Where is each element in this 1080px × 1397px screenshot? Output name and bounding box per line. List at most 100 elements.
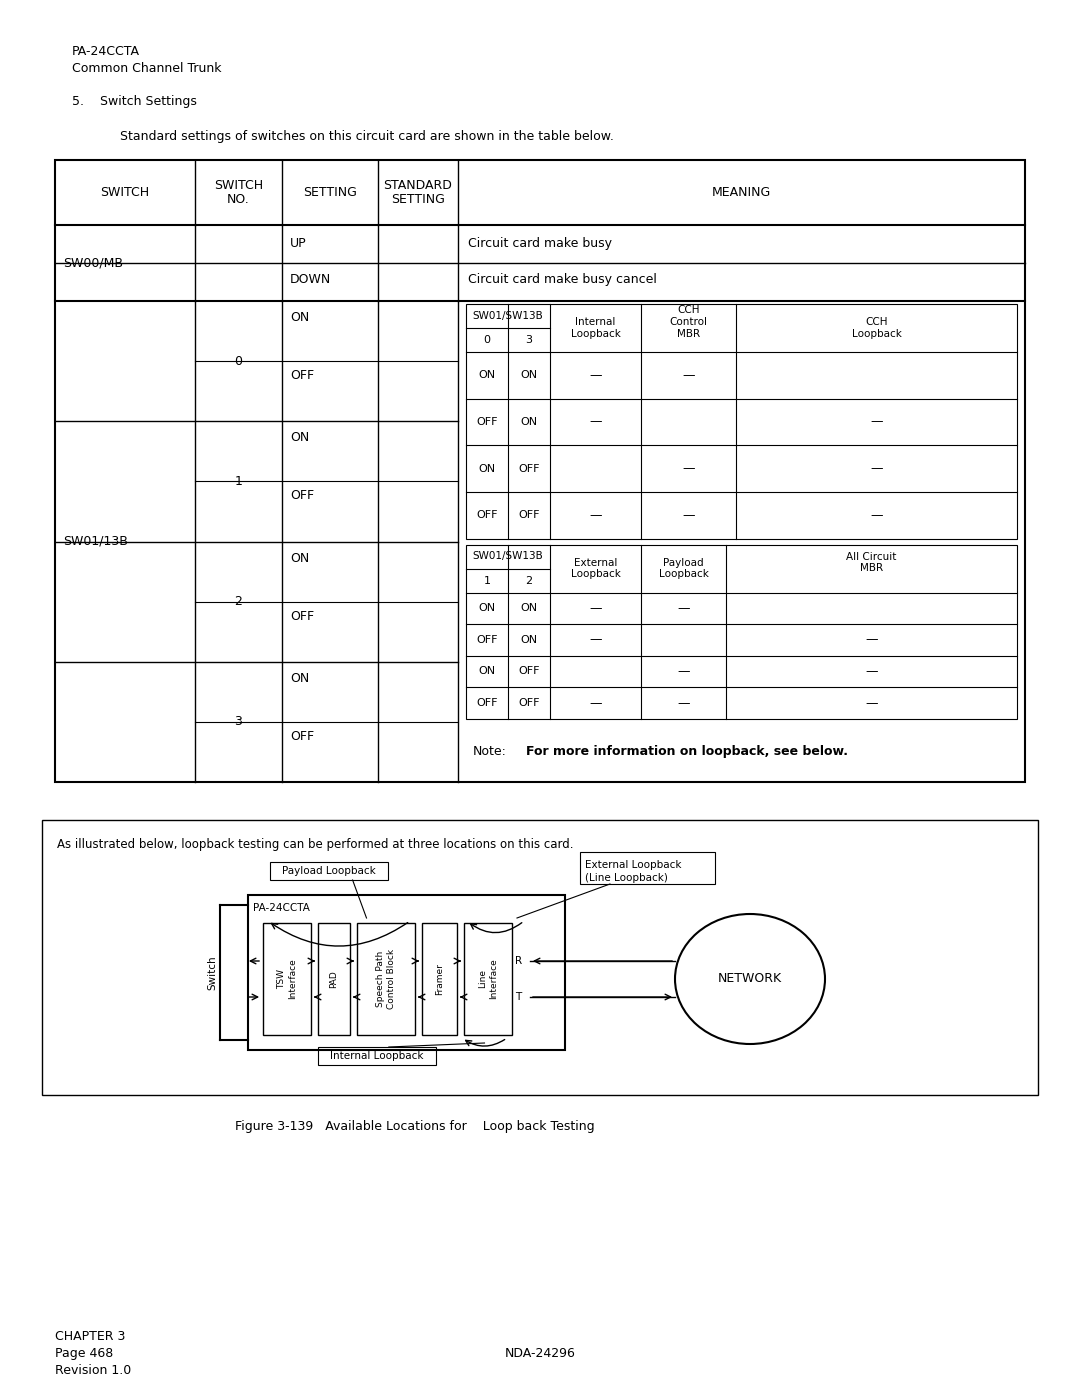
Text: Payload Loopback: Payload Loopback bbox=[282, 866, 376, 876]
Text: OFF: OFF bbox=[518, 510, 540, 520]
Text: Switch: Switch bbox=[207, 956, 217, 990]
Text: 5.    Switch Settings: 5. Switch Settings bbox=[72, 95, 197, 108]
Text: DOWN: DOWN bbox=[291, 272, 332, 286]
Text: —: — bbox=[865, 633, 878, 647]
Text: SW01/13B: SW01/13B bbox=[63, 535, 127, 548]
Text: —: — bbox=[865, 697, 878, 710]
Text: PA-24CCTA: PA-24CCTA bbox=[253, 902, 310, 914]
Text: —: — bbox=[683, 509, 694, 521]
Text: OFF: OFF bbox=[476, 510, 498, 520]
Text: —: — bbox=[677, 602, 690, 615]
Bar bbox=[270, 862, 388, 880]
Text: OFF: OFF bbox=[291, 489, 314, 503]
Text: 1: 1 bbox=[484, 576, 490, 585]
Text: —: — bbox=[590, 633, 602, 647]
Bar bbox=[422, 923, 457, 1035]
Text: T: T bbox=[515, 992, 522, 1002]
Text: Common Channel Trunk: Common Channel Trunk bbox=[72, 61, 221, 75]
Text: SWITCH: SWITCH bbox=[100, 186, 149, 198]
Text: 0: 0 bbox=[484, 335, 490, 345]
Text: ON: ON bbox=[291, 552, 309, 564]
Bar bbox=[318, 1046, 436, 1065]
Text: 3: 3 bbox=[234, 715, 242, 728]
Text: ON: ON bbox=[291, 672, 309, 685]
Text: All Circuit
MBR: All Circuit MBR bbox=[847, 552, 896, 573]
Text: CCH
Loopback: CCH Loopback bbox=[851, 317, 902, 339]
Text: SWITCH: SWITCH bbox=[214, 179, 264, 191]
Text: —: — bbox=[683, 369, 694, 381]
Text: ON: ON bbox=[521, 604, 538, 613]
Text: ON: ON bbox=[291, 312, 309, 324]
Text: External Loopback: External Loopback bbox=[585, 861, 681, 870]
Bar bbox=[318, 923, 350, 1035]
Bar bbox=[248, 895, 565, 1051]
Text: TSW
Interface: TSW Interface bbox=[278, 958, 297, 999]
Text: SETTING: SETTING bbox=[391, 193, 445, 205]
Text: OFF: OFF bbox=[518, 464, 540, 474]
Text: OFF: OFF bbox=[291, 369, 314, 383]
Bar bbox=[464, 923, 512, 1035]
Text: —: — bbox=[590, 602, 602, 615]
Text: SETTING: SETTING bbox=[303, 186, 356, 198]
Text: ON: ON bbox=[521, 634, 538, 645]
Text: —: — bbox=[870, 415, 882, 429]
Text: —: — bbox=[590, 509, 602, 521]
Text: Speech Path
Control Block: Speech Path Control Block bbox=[376, 949, 395, 1009]
Text: CCH
Control
MBR: CCH Control MBR bbox=[670, 306, 707, 338]
Text: ON: ON bbox=[478, 604, 496, 613]
Text: OFF: OFF bbox=[291, 609, 314, 623]
Text: PA-24CCTA: PA-24CCTA bbox=[72, 45, 140, 59]
Text: —: — bbox=[677, 697, 690, 710]
Text: Revision 1.0: Revision 1.0 bbox=[55, 1363, 132, 1377]
Text: NDA-24296: NDA-24296 bbox=[504, 1347, 576, 1361]
Text: Circuit card make busy: Circuit card make busy bbox=[468, 237, 612, 250]
Text: ON: ON bbox=[521, 370, 538, 380]
Text: —: — bbox=[870, 462, 882, 475]
Text: ON: ON bbox=[521, 416, 538, 427]
Text: Figure 3-139   Available Locations for    Loop back Testing: Figure 3-139 Available Locations for Loo… bbox=[235, 1120, 595, 1133]
Text: Internal Loopback: Internal Loopback bbox=[330, 1051, 423, 1060]
Text: External
Loopback: External Loopback bbox=[570, 557, 620, 580]
Text: Page 468: Page 468 bbox=[55, 1347, 113, 1361]
Text: ON: ON bbox=[478, 666, 496, 676]
Text: SW01/SW13B: SW01/SW13B bbox=[473, 312, 543, 321]
Text: UP: UP bbox=[291, 237, 307, 250]
Text: —: — bbox=[677, 665, 690, 678]
Text: Line
Interface: Line Interface bbox=[478, 958, 498, 999]
Text: As illustrated below, loopback testing can be performed at three locations on th: As illustrated below, loopback testing c… bbox=[57, 838, 573, 851]
Text: ON: ON bbox=[478, 464, 496, 474]
Bar bbox=[264, 923, 311, 1035]
Text: Framer: Framer bbox=[435, 963, 444, 995]
Bar bbox=[55, 161, 1025, 782]
Bar bbox=[465, 545, 1017, 719]
Text: 2: 2 bbox=[234, 595, 242, 608]
Text: OFF: OFF bbox=[476, 698, 498, 708]
Text: NO.: NO. bbox=[227, 193, 249, 205]
Text: R: R bbox=[515, 956, 522, 965]
Bar bbox=[580, 852, 715, 884]
Text: —: — bbox=[870, 509, 882, 521]
Text: Payload
Loopback: Payload Loopback bbox=[659, 557, 708, 580]
Text: MEANING: MEANING bbox=[712, 186, 771, 198]
Text: Note:: Note: bbox=[473, 746, 507, 759]
Text: —: — bbox=[865, 665, 878, 678]
Text: ON: ON bbox=[478, 370, 496, 380]
Text: —: — bbox=[590, 415, 602, 429]
Text: —: — bbox=[683, 462, 694, 475]
Text: SW01/SW13B: SW01/SW13B bbox=[473, 552, 543, 562]
Text: For more information on loopback, see below.: For more information on loopback, see be… bbox=[526, 746, 848, 759]
Text: 3: 3 bbox=[526, 335, 532, 345]
Text: Circuit card make busy cancel: Circuit card make busy cancel bbox=[468, 272, 657, 286]
Text: ON: ON bbox=[291, 432, 309, 444]
Bar bbox=[357, 923, 415, 1035]
Text: 2: 2 bbox=[526, 576, 532, 585]
Text: OFF: OFF bbox=[476, 634, 498, 645]
Text: CHAPTER 3: CHAPTER 3 bbox=[55, 1330, 125, 1343]
Text: Internal
Loopback: Internal Loopback bbox=[570, 317, 620, 339]
Bar bbox=[42, 820, 1038, 1095]
Text: —: — bbox=[590, 369, 602, 381]
Text: Standard settings of switches on this circuit card are shown in the table below.: Standard settings of switches on this ci… bbox=[120, 130, 613, 142]
Text: (Line Loopback): (Line Loopback) bbox=[585, 873, 667, 883]
Text: SW00/MB: SW00/MB bbox=[63, 257, 123, 270]
Text: PAD: PAD bbox=[329, 970, 338, 988]
